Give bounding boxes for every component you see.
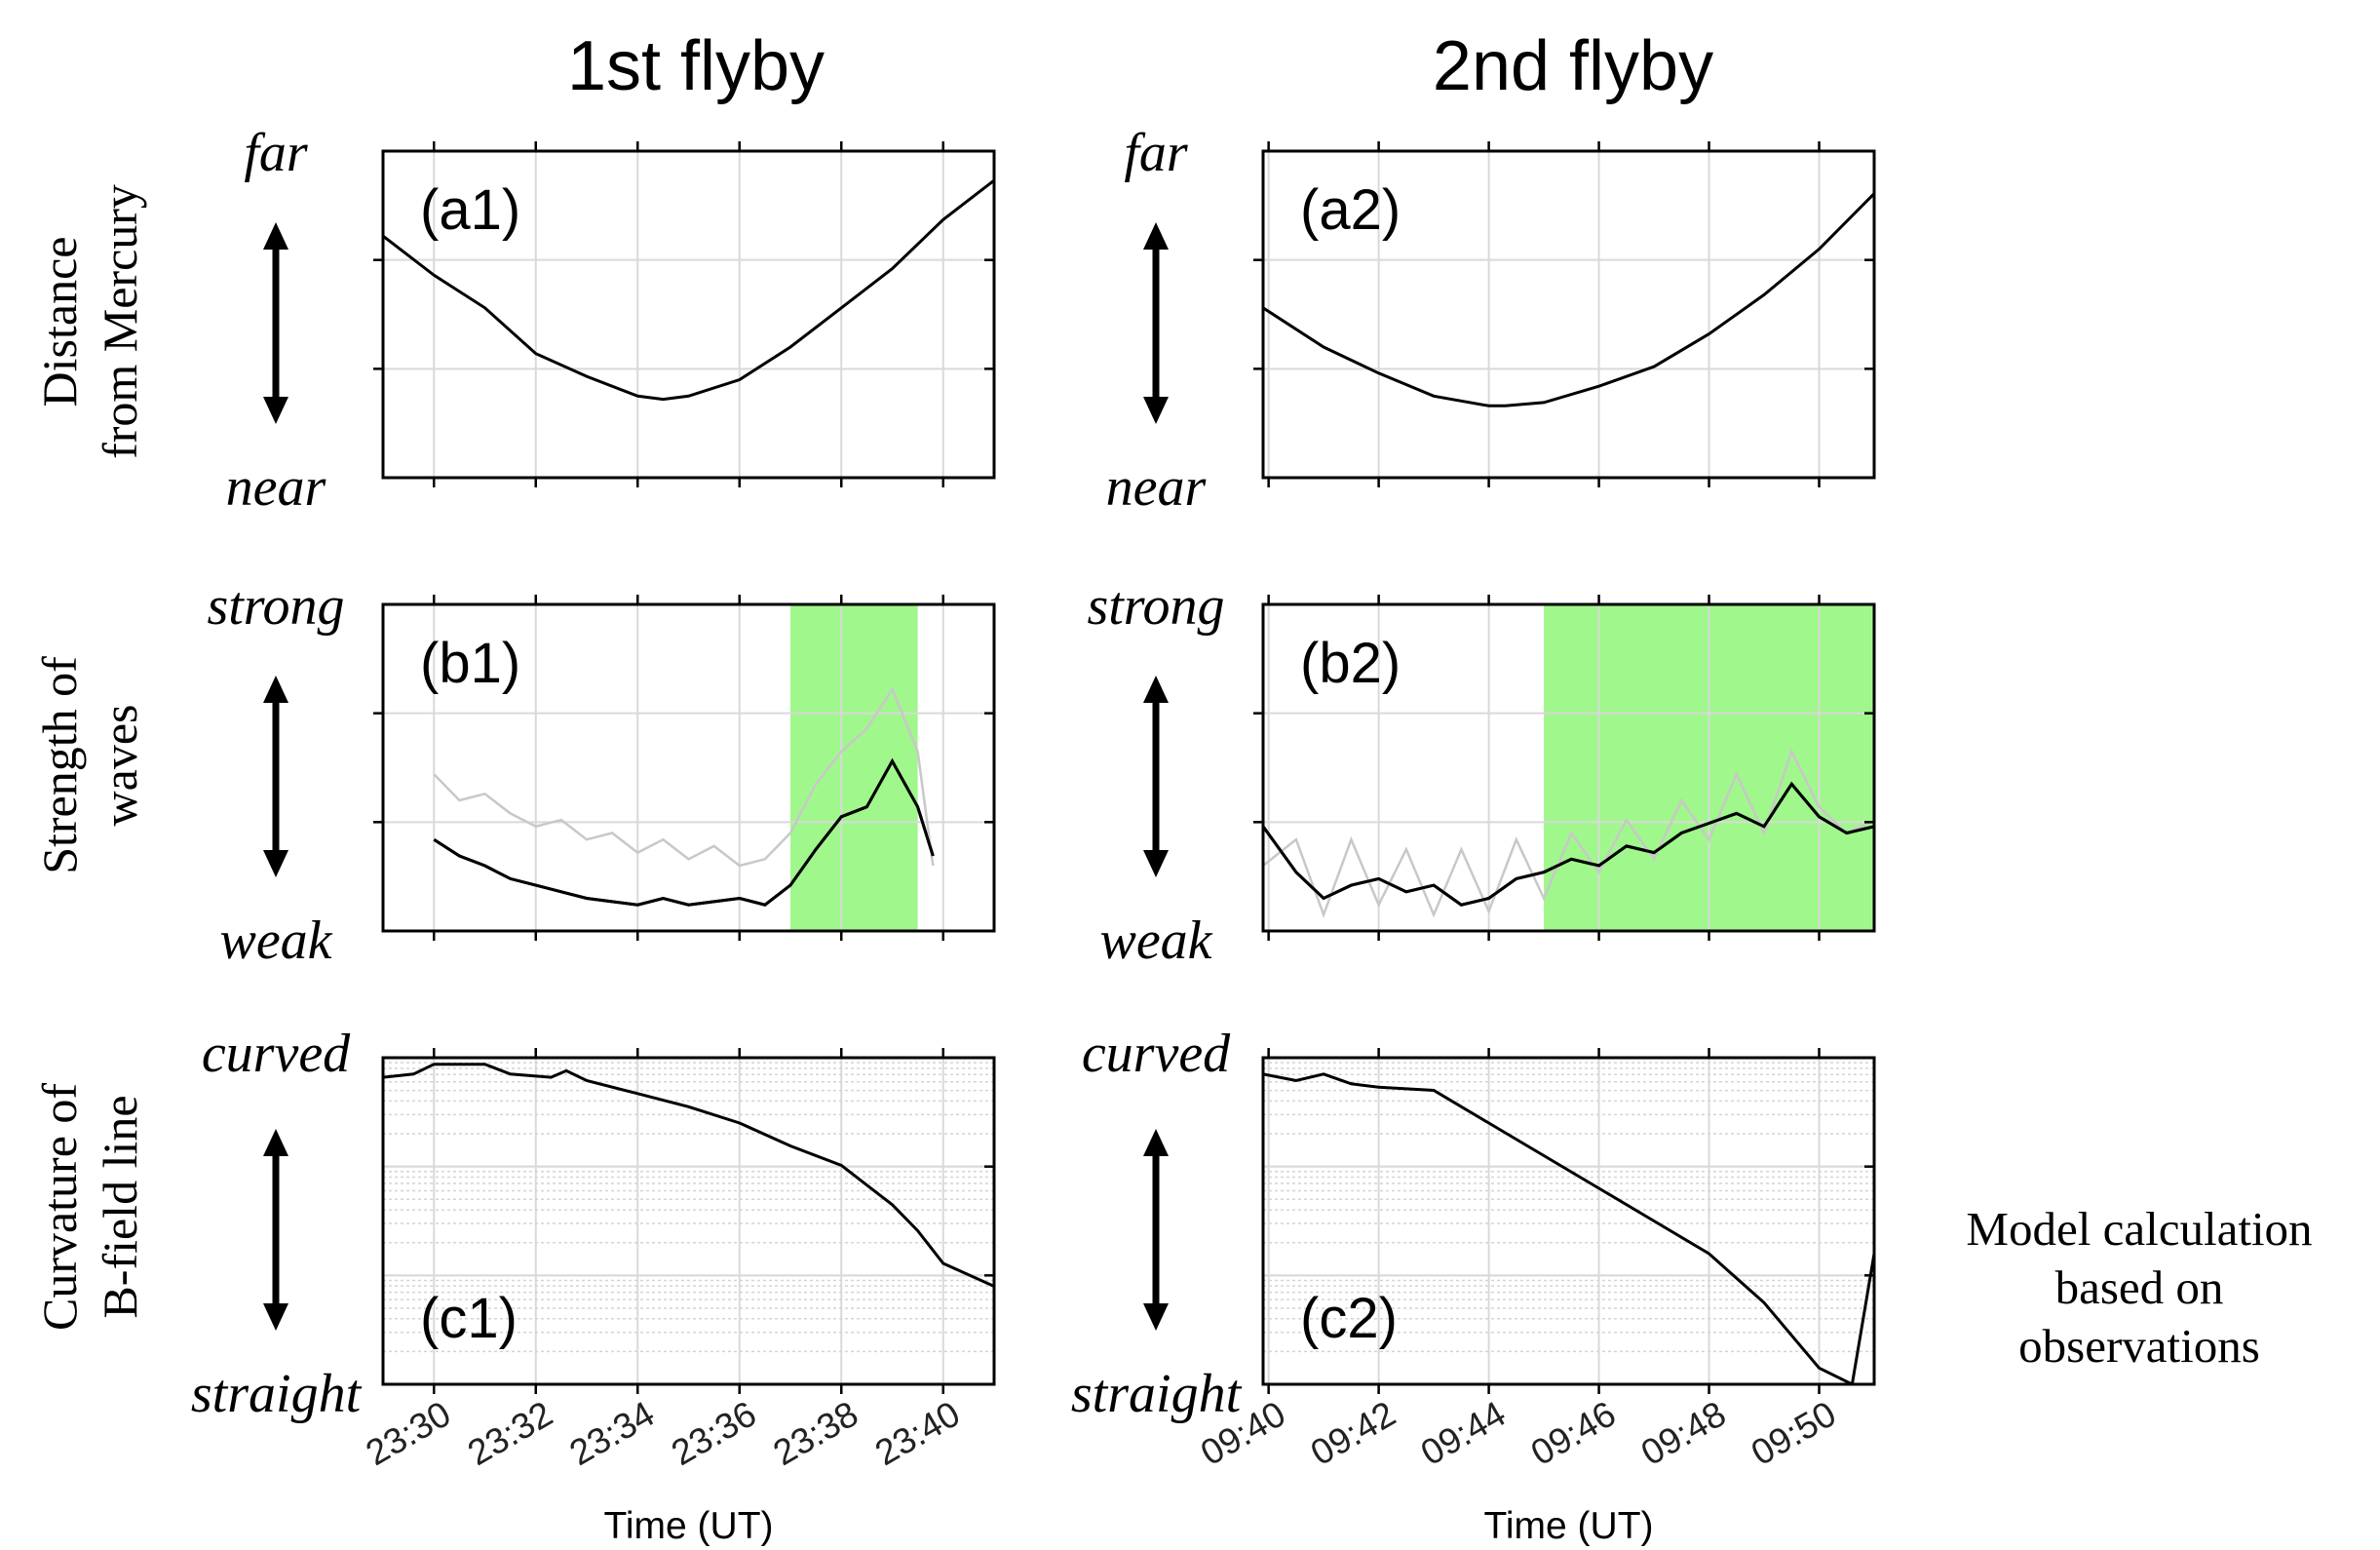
panel-label: (b2) [1300,632,1401,695]
arrow-head-down [1143,1303,1169,1331]
x-tick-label: 23:36 [665,1393,763,1473]
panel-a1: (a1) far near [226,123,996,518]
x-tick-label: 09:48 [1634,1393,1733,1473]
panels: (a1)farnear(a2)farnear(b1)strongweak(b2)… [191,123,1876,1547]
model-note: Model calculation based on observations [1966,1202,2312,1373]
panel-label: (b1) [420,632,520,695]
arrow-head-down [1143,397,1169,424]
series-line-smooth [1263,781,1874,907]
series-line [1263,192,1874,407]
arrow-head-down [263,397,288,424]
arrow-head-up [1143,222,1169,250]
tag-bottom: straight [191,1364,363,1424]
tag-bottom: weak [219,911,332,971]
tag-bottom: near [1106,457,1207,518]
series-line-raw [433,686,935,868]
arrow-head-down [1143,850,1169,877]
grid [1263,604,1874,931]
tag-top: curved [1082,1024,1231,1084]
x-tick-label: 23:34 [563,1393,662,1473]
row-label-waves: Strength of waves [32,656,147,874]
tag-top: far [1124,123,1188,183]
plot-frame [381,602,996,933]
x-tick-label: 09:42 [1304,1393,1402,1473]
panel-label: (a2) [1300,178,1401,242]
row-label-curvature: Curvature of B-field line [32,1083,147,1331]
tag-bottom: weak [1099,911,1212,971]
panel-a2: (a2) far near [1106,123,1876,518]
row-label-distance-line1: Distance [32,237,87,407]
tag-bottom: near [226,457,326,518]
arrow-head-up [263,1129,288,1156]
arrow-head-down [263,850,288,877]
row-label-curvature-line1: Curvature of [32,1083,87,1331]
plot-frame [1261,602,1876,933]
series-line [383,178,994,402]
grid [383,151,994,478]
tag-top: curved [202,1024,351,1084]
panel-label: (a1) [420,178,520,242]
panel-label: (c2) [1300,1287,1398,1350]
model-note-line2: based on [2055,1260,2224,1314]
panel-b1: (b1) strong weak [207,576,996,971]
model-note-line1: Model calculation [1966,1202,2312,1256]
arrow-head-up [1143,676,1169,703]
x-axis-label: Time (UT) [603,1505,773,1547]
x-tick-label: 09:46 [1524,1393,1623,1473]
grid [1263,1058,1874,1384]
plot-frame [381,149,996,480]
tag-bottom: straight [1071,1364,1243,1424]
grid [383,604,994,931]
row-label-waves-line1: Strength of [32,656,87,874]
series-line-raw [1263,748,1874,918]
x-tick-label: 09:44 [1414,1393,1513,1473]
panel-label: (c1) [420,1287,518,1350]
panel-b2: (b2) strong weak [1087,576,1876,971]
highlight-span [790,604,918,931]
series-line [1263,1072,1874,1384]
tag-top: strong [207,576,344,637]
x-tick-label: 23:32 [461,1393,559,1473]
x-tick-label: 23:30 [360,1393,458,1473]
tag-top: far [244,123,308,183]
arrow-head-up [263,222,288,250]
model-note-line3: observations [2018,1319,2260,1373]
row-label-waves-line2: waves [93,705,147,827]
x-axis-label: Time (UT) [1483,1505,1653,1547]
x-tick-label: 23:40 [868,1393,967,1473]
x-tick-label: 09:50 [1745,1393,1843,1473]
plot-frame [1261,1056,1876,1386]
series-line [383,1063,994,1288]
row-label-distance-line2: from Mercury [93,184,147,459]
tag-top: strong [1087,576,1224,637]
grid [383,1058,994,1384]
grid [1263,151,1874,478]
arrow-head-down [263,1303,288,1331]
row-label-distance: Distance from Mercury [32,184,147,459]
plot-frame [1261,149,1876,480]
arrow-head-up [263,676,288,703]
row-label-curvature-line2: B-field line [93,1095,147,1318]
arrow-head-up [1143,1129,1169,1156]
column-title-1: 1st flyby [567,27,825,105]
x-tick-label: 23:38 [767,1393,865,1473]
column-title-2: 2nd flyby [1433,27,1713,105]
series-line-smooth [433,757,935,907]
plot-frame [381,1056,996,1386]
